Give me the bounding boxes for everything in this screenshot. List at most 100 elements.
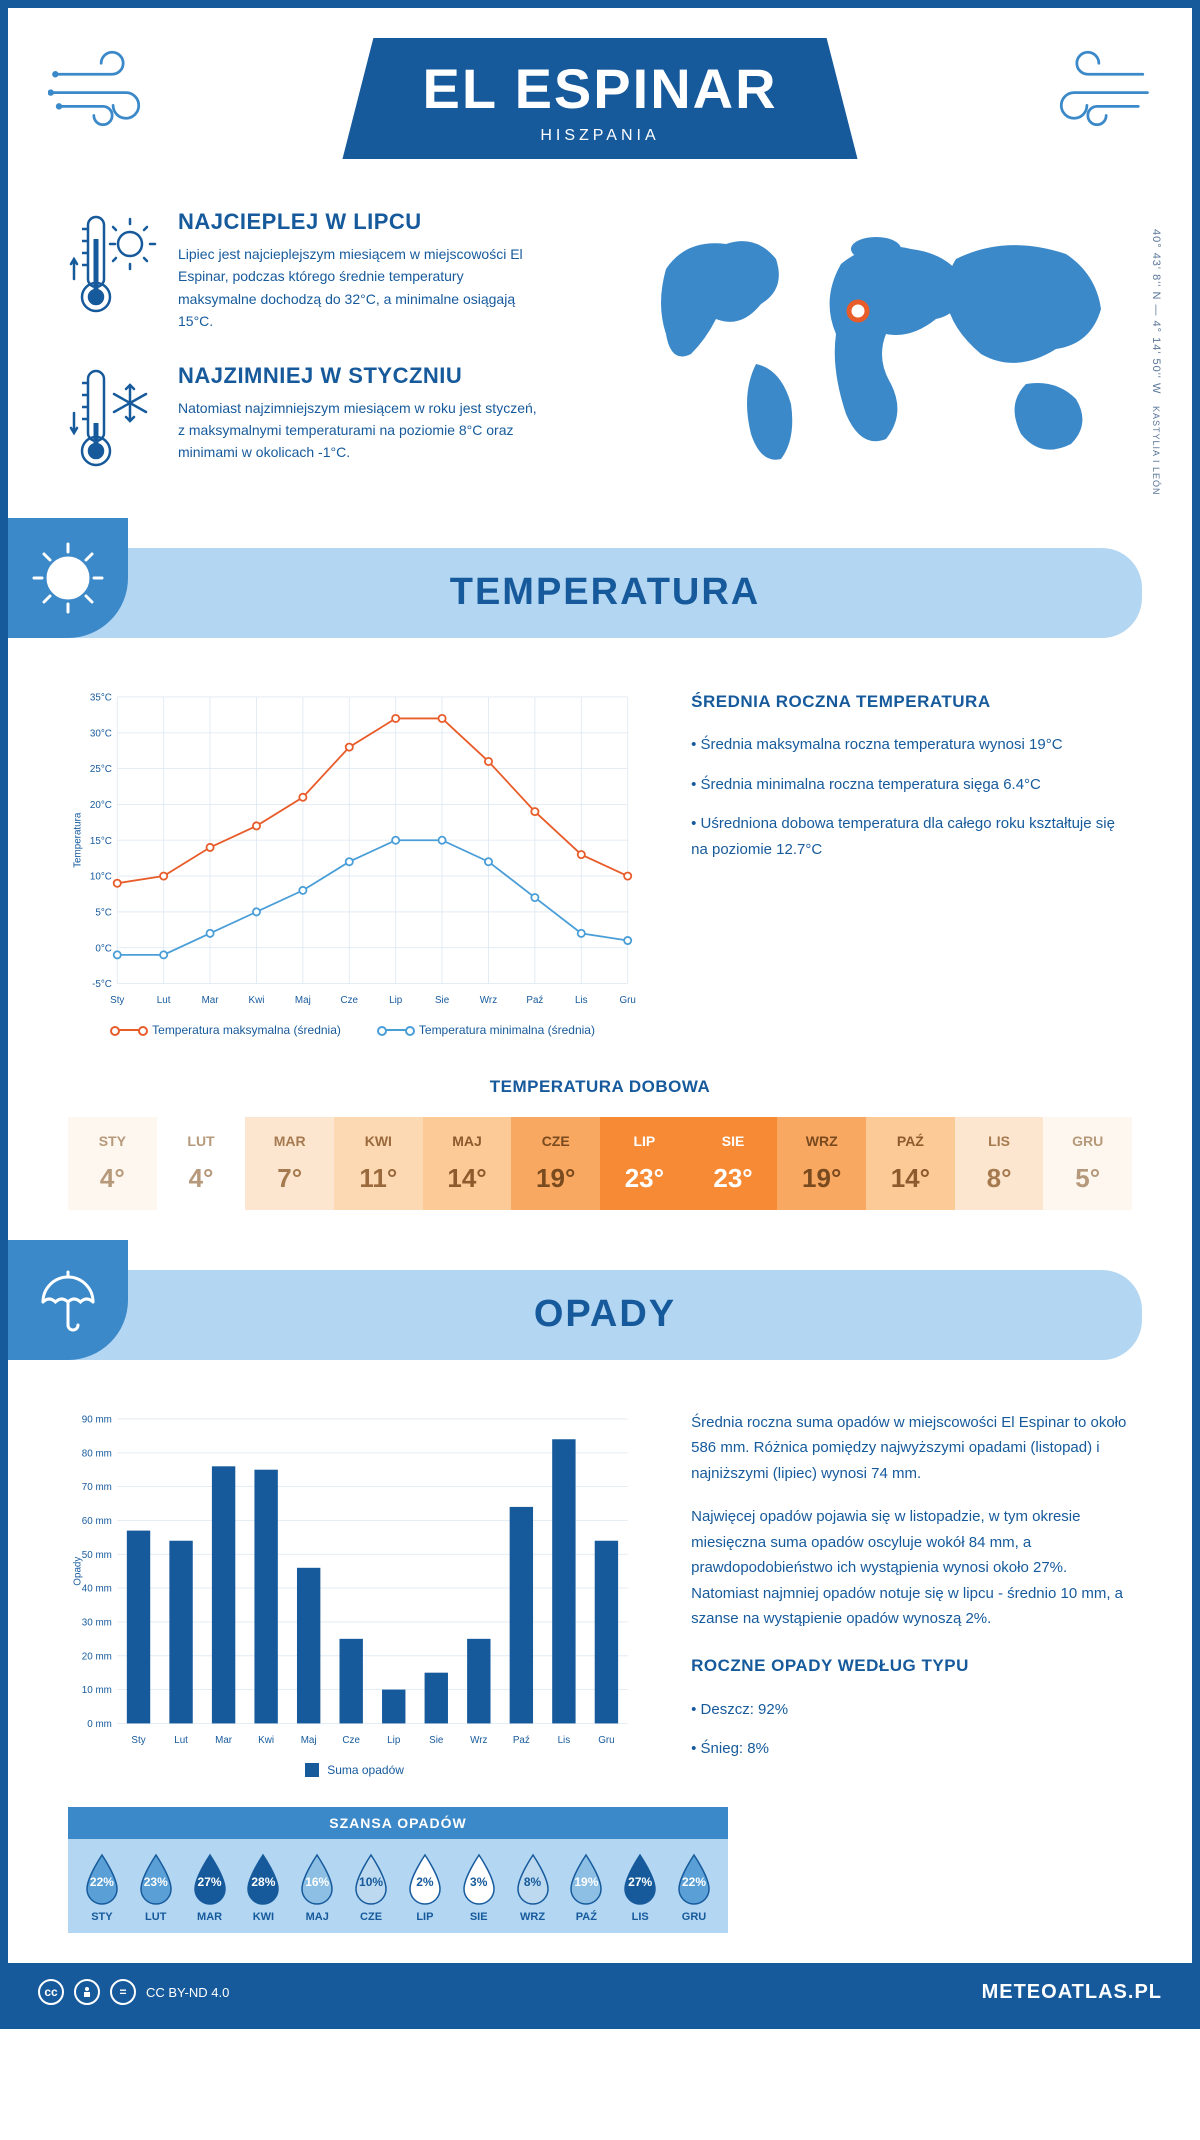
daily-month: LUT	[157, 1133, 246, 1149]
daily-temp-cell: STY4°	[68, 1117, 157, 1210]
svg-text:10°C: 10°C	[90, 871, 112, 882]
daily-month: CZE	[511, 1133, 600, 1149]
title-ribbon: EL ESPINAR HISZPANIA	[342, 38, 857, 159]
chance-cell: 3% SIE	[455, 1853, 503, 1923]
chance-value: 2%	[416, 1875, 433, 1889]
svg-text:Paź: Paź	[526, 995, 543, 1006]
fact-hot-text: Lipiec jest najcieplejszym miesiącem w m…	[178, 243, 538, 333]
chance-value: 22%	[682, 1875, 706, 1889]
precip-type-title: ROCZNE OPADY WEDŁUG TYPU	[691, 1652, 1132, 1681]
daily-value: 23°	[600, 1163, 689, 1194]
fact-cold: NAJZIMNIEJ W STYCZNIU Natomiast najzimni…	[68, 363, 580, 478]
chance-cell: 27% MAR	[186, 1853, 234, 1923]
chance-month: KWI	[239, 1911, 287, 1923]
svg-text:Gru: Gru	[598, 1735, 614, 1746]
precipitation-heading: OPADY	[68, 1293, 1142, 1336]
chance-month: MAJ	[293, 1911, 341, 1923]
chance-month: SIE	[455, 1911, 503, 1923]
chance-cell: 28% KWI	[239, 1853, 287, 1923]
chance-cell: 8% WRZ	[509, 1853, 557, 1923]
coordinates: 40° 43' 8'' N — 4° 14' 50'' W KASTYLIA I…	[1150, 229, 1162, 496]
legend-min-label: Temperatura minimalna (średnia)	[419, 1023, 595, 1037]
daily-temp-cell: PAŹ14°	[866, 1117, 955, 1210]
svg-text:Wrz: Wrz	[480, 995, 497, 1006]
daily-month: SIE	[689, 1133, 778, 1149]
daily-temp-cell: GRU5°	[1043, 1117, 1132, 1210]
raindrop-icon: 2%	[404, 1853, 446, 1905]
svg-text:50 mm: 50 mm	[82, 1550, 112, 1561]
legend-max: Temperatura maksymalna (średnia)	[114, 1023, 341, 1037]
avg-temp-title: ŚREDNIA ROCZNA TEMPERATURA	[691, 688, 1132, 717]
header: EL ESPINAR HISZPANIA	[8, 8, 1192, 179]
daily-value: 5°	[1043, 1163, 1132, 1194]
raindrop-icon: 3%	[458, 1853, 500, 1905]
fact-hot-title: NAJCIEPLEJ W LIPCU	[178, 209, 538, 235]
svg-text:30 mm: 30 mm	[82, 1617, 112, 1628]
legend-max-label: Temperatura maksymalna (średnia)	[152, 1023, 341, 1037]
svg-text:Mar: Mar	[215, 1735, 233, 1746]
raindrop-icon: 23%	[135, 1853, 177, 1905]
svg-text:5°C: 5°C	[95, 907, 112, 918]
fact-cold-title: NAJZIMNIEJ W STYCZNIU	[178, 363, 538, 389]
coords-line2: KASTYLIA I LEÓN	[1151, 406, 1161, 496]
svg-text:0°C: 0°C	[95, 943, 112, 954]
daily-value: 4°	[68, 1163, 157, 1194]
svg-text:Wrz: Wrz	[470, 1735, 487, 1746]
precipitation-chart: 0 mm10 mm20 mm30 mm40 mm50 mm60 mm70 mm8…	[68, 1410, 641, 1777]
chance-value: 28%	[251, 1875, 275, 1889]
legend-precip: Suma opadów	[305, 1763, 404, 1777]
daily-temp-cell: LUT4°	[157, 1117, 246, 1210]
chance-month: LIS	[616, 1911, 664, 1923]
chance-value: 10%	[359, 1875, 383, 1889]
svg-text:25°C: 25°C	[90, 764, 112, 775]
daily-temp-cell: WRZ 19°	[777, 1117, 866, 1210]
intro-section: NAJCIEPLEJ W LIPCU Lipiec jest najcieple…	[8, 179, 1192, 528]
raindrop-icon: 16%	[296, 1853, 338, 1905]
precipitation-banner: OPADY	[8, 1270, 1142, 1360]
svg-text:20 mm: 20 mm	[82, 1651, 112, 1662]
precip-type-bullet: • Deszcz: 92%	[691, 1697, 1132, 1723]
avg-temp-bullet: • Uśredniona dobowa temperatura dla całe…	[691, 811, 1132, 862]
by-icon	[74, 1979, 100, 2005]
site-name: METEOATLAS.PL	[982, 1981, 1162, 2004]
daily-value: 14°	[866, 1163, 955, 1194]
svg-text:Maj: Maj	[295, 995, 311, 1006]
svg-text:Sty: Sty	[110, 995, 124, 1006]
chance-cell: 22% GRU	[670, 1853, 718, 1923]
svg-text:Cze: Cze	[342, 1735, 360, 1746]
legend-min: Temperatura minimalna (średnia)	[381, 1023, 595, 1037]
precip-type-bullet: • Śnieg: 8%	[691, 1736, 1132, 1762]
nd-icon: =	[110, 1979, 136, 2005]
raindrop-icon: 8%	[512, 1853, 554, 1905]
svg-text:Paź: Paź	[513, 1735, 530, 1746]
chance-cell: 23% LUT	[132, 1853, 180, 1923]
temperature-summary: ŚREDNIA ROCZNA TEMPERATURA • Średnia mak…	[691, 688, 1132, 1037]
chance-month: LIP	[401, 1911, 449, 1923]
svg-text:Lip: Lip	[387, 1735, 401, 1746]
svg-text:Kwi: Kwi	[258, 1735, 274, 1746]
daily-value: 23°	[689, 1163, 778, 1194]
daily-value: 19°	[777, 1163, 866, 1194]
daily-month: WRZ	[777, 1133, 866, 1149]
chance-cell: 2% LIP	[401, 1853, 449, 1923]
svg-text:Sie: Sie	[429, 1735, 444, 1746]
svg-text:10 mm: 10 mm	[82, 1685, 112, 1696]
chance-month: PAŹ	[562, 1911, 610, 1923]
svg-text:15°C: 15°C	[90, 835, 112, 846]
chance-cell: 10% CZE	[347, 1853, 395, 1923]
svg-text:Sie: Sie	[435, 995, 450, 1006]
chance-value: 19%	[574, 1875, 598, 1889]
page-title: EL ESPINAR	[422, 56, 777, 121]
svg-text:35°C: 35°C	[90, 692, 112, 703]
precipitation-chance-panel: SZANSA OPADÓW 22% STY 23% LUT 27% MAR 28…	[68, 1807, 728, 1933]
svg-text:Lut: Lut	[174, 1735, 188, 1746]
daily-temp-cell: SIE 23°	[689, 1117, 778, 1210]
daily-month: LIS	[955, 1133, 1044, 1149]
avg-temp-bullet: • Średnia minimalna roczna temperatura s…	[691, 772, 1132, 798]
raindrop-icon: 22%	[673, 1853, 715, 1905]
daily-month: LIP	[600, 1133, 689, 1149]
svg-text:Gru: Gru	[619, 995, 635, 1006]
page-subtitle: HISZPANIA	[422, 127, 777, 145]
svg-text:Mar: Mar	[202, 995, 220, 1006]
chance-month: STY	[78, 1911, 126, 1923]
